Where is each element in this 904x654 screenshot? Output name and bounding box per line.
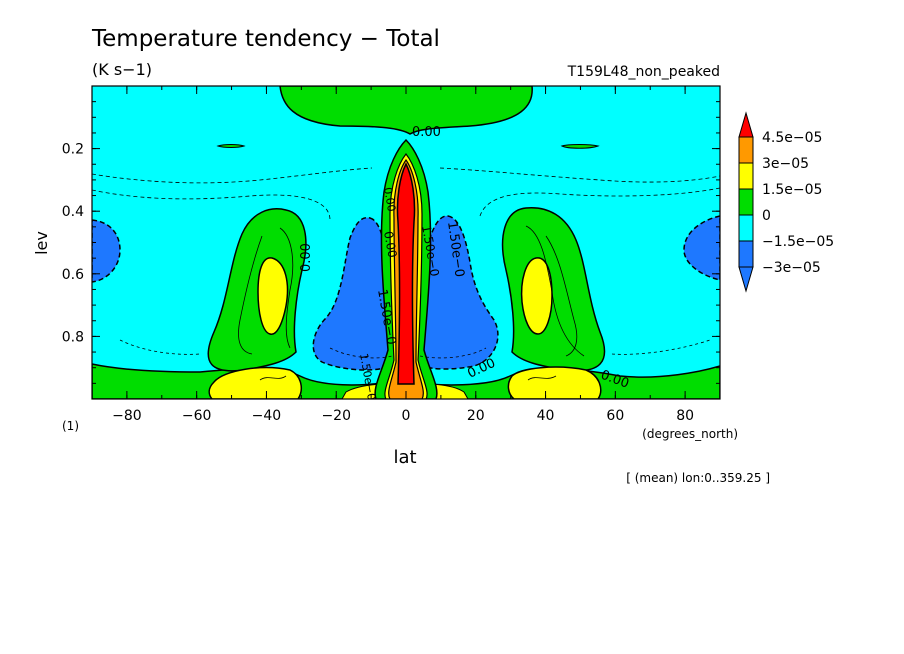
band-bottom-right-yellow bbox=[507, 366, 602, 399]
y-axis-units: (1) bbox=[62, 419, 79, 433]
colorbar-band bbox=[738, 136, 754, 164]
band-right-negative bbox=[419, 215, 499, 370]
band-bottom-left-yellow bbox=[208, 366, 303, 399]
band-left-lobe-yellow bbox=[257, 257, 289, 335]
colorbar-label: 4.5e−05 bbox=[762, 130, 822, 146]
colorbar-label: −3e−05 bbox=[762, 260, 821, 276]
colorbar-label: 0 bbox=[762, 208, 771, 224]
band-top-cap bbox=[279, 86, 533, 135]
x-tick-label: 0 bbox=[402, 408, 411, 424]
band-small-left bbox=[216, 144, 246, 148]
y-tick-label: 0.2 bbox=[62, 142, 84, 158]
contour-label: 0.00 bbox=[299, 243, 314, 272]
x-tick-label: 20 bbox=[467, 408, 485, 424]
colorbar-label: 1.5e−05 bbox=[762, 182, 822, 198]
experiment-label: T159L48_non_peaked bbox=[567, 64, 720, 80]
contour-label: 0.00 bbox=[381, 186, 398, 212]
band-right-lobe-yellow bbox=[520, 257, 553, 335]
x-tick-label: 40 bbox=[537, 408, 555, 424]
band-left-negative bbox=[312, 216, 390, 371]
x-tick-label: −40 bbox=[252, 408, 282, 424]
band-left-edge-blue bbox=[92, 219, 121, 283]
x-tick-label: −60 bbox=[182, 408, 212, 424]
colorbar-label: 3e−05 bbox=[762, 156, 809, 172]
x-tick-label: 80 bbox=[676, 408, 694, 424]
colorbar: −3e−05 −1.5e−05 0 1.5e−05 3e−05 4.5e−05 bbox=[738, 111, 834, 293]
colorbar-band bbox=[738, 188, 754, 216]
x-tick-label: 60 bbox=[606, 408, 624, 424]
x-axis: −80 −60 −40 −20 0 20 40 60 80 bbox=[91, 86, 721, 424]
colorbar-label: −1.5e−05 bbox=[762, 234, 834, 250]
chart-title: Temperature tendency − Total bbox=[91, 26, 440, 52]
y-tick-label: 0.4 bbox=[62, 204, 84, 220]
band-small-right bbox=[560, 144, 600, 149]
contour-label: 0.00 bbox=[412, 125, 441, 140]
colorbar-band bbox=[738, 162, 754, 190]
colorbar-band bbox=[738, 214, 754, 242]
band-right-edge-blue bbox=[683, 215, 720, 281]
chart-units: (K s−1) bbox=[92, 60, 152, 79]
contour-field: 0.00 0.00 0.00 0.00 0.00 1.50e−0 1.50e−0… bbox=[92, 86, 720, 399]
x-axis-label: lat bbox=[393, 447, 416, 468]
colorbar-under-arrow bbox=[738, 266, 754, 293]
band-equatorial-red bbox=[396, 162, 416, 385]
contour-label: 0.00 bbox=[381, 230, 399, 259]
contour-lines bbox=[92, 167, 720, 381]
x-tick-label: −80 bbox=[112, 408, 142, 424]
y-tick-label: 0.8 bbox=[62, 329, 84, 345]
footnote: [ (mean) lon:0..359.25 ] bbox=[626, 471, 770, 485]
y-axis-label: lev bbox=[32, 231, 51, 255]
x-axis-units: (degrees_north) bbox=[642, 427, 738, 441]
y-tick-label: 0.6 bbox=[62, 267, 84, 283]
colorbar-band bbox=[738, 240, 754, 268]
colorbar-over-arrow bbox=[738, 111, 754, 138]
x-tick-label: −20 bbox=[321, 408, 351, 424]
y-axis: 0.2 0.4 0.6 0.8 bbox=[62, 101, 720, 384]
